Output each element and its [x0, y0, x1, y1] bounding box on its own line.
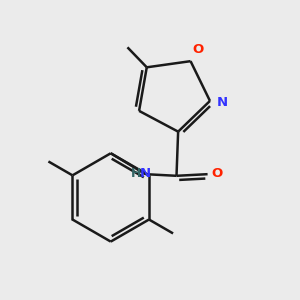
Text: O: O	[212, 167, 223, 180]
Text: H: H	[131, 167, 142, 180]
Text: N: N	[140, 167, 151, 180]
Text: N: N	[217, 96, 228, 109]
Text: O: O	[192, 43, 203, 56]
